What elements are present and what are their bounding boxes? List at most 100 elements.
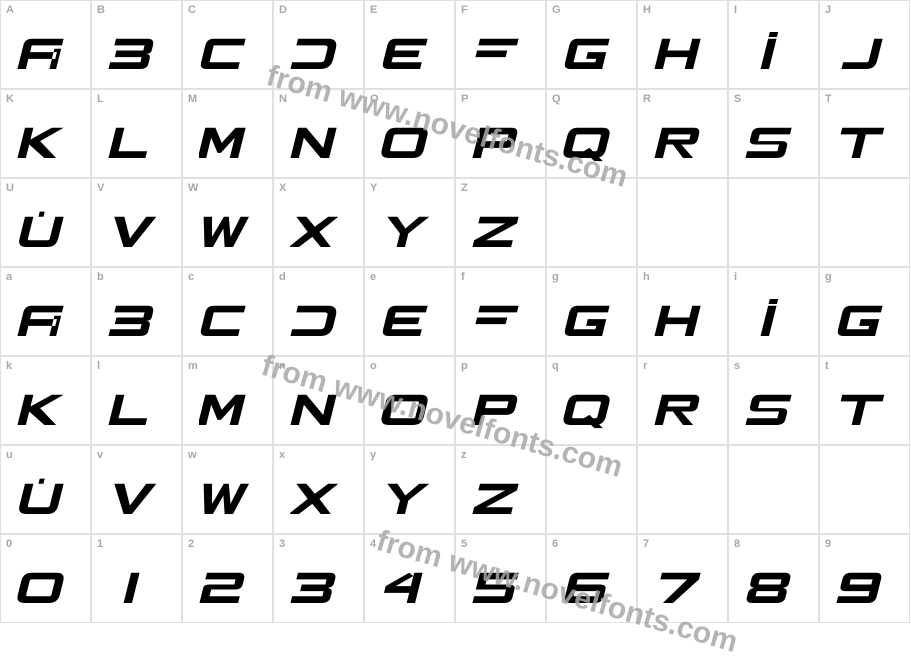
charmap-cell: A <box>0 0 91 89</box>
charmap-cell: c <box>182 267 273 356</box>
glyph <box>563 386 621 428</box>
key-label: 0 <box>6 538 12 550</box>
charmap-cell: U <box>0 178 91 267</box>
charmap-row: u v w x y z <box>0 445 911 534</box>
charmap-cell: L <box>91 89 182 178</box>
charmap-cell: 9 <box>819 534 910 623</box>
key-label: L <box>97 93 104 105</box>
key-label: k <box>6 360 12 372</box>
glyph <box>836 297 894 339</box>
glyph <box>290 208 348 250</box>
glyph <box>836 30 894 72</box>
glyph <box>381 30 439 72</box>
glyph <box>381 564 439 606</box>
key-label: E <box>370 4 377 16</box>
glyph <box>563 119 621 161</box>
key-label: M <box>188 93 197 105</box>
charmap-cell: D <box>273 0 364 89</box>
key-label: 1 <box>97 538 103 550</box>
glyph <box>563 297 621 339</box>
charmap-cell: a <box>0 267 91 356</box>
glyph <box>290 119 348 161</box>
glyph <box>17 30 75 72</box>
glyph <box>108 119 166 161</box>
glyph <box>108 475 166 517</box>
key-label: m <box>188 360 198 372</box>
charmap-cell: 3 <box>273 534 364 623</box>
key-label: h <box>643 271 650 283</box>
charmap-cell: J <box>819 0 910 89</box>
key-label: X <box>279 182 286 194</box>
key-label: g <box>825 271 832 283</box>
key-label: u <box>6 449 13 461</box>
empty-cell <box>819 445 910 534</box>
charmap-cell: Q <box>546 89 637 178</box>
key-label: 2 <box>188 538 194 550</box>
charmap-cell: T <box>819 89 910 178</box>
charmap-cell: k <box>0 356 91 445</box>
key-label: J <box>825 4 831 16</box>
key-label: N <box>279 93 287 105</box>
glyph <box>654 564 712 606</box>
charmap-row: A B C D E F G H <box>0 0 911 89</box>
key-label: b <box>97 271 104 283</box>
key-label: 4 <box>370 538 376 550</box>
glyph <box>290 386 348 428</box>
charmap-cell: 8 <box>728 534 819 623</box>
glyph <box>108 208 166 250</box>
glyph <box>290 297 348 339</box>
empty-cell <box>728 445 819 534</box>
key-label: d <box>279 271 286 283</box>
glyph <box>381 297 439 339</box>
charmap-row: 0 1 2 3 4 5 6 7 <box>0 534 911 623</box>
glyph <box>472 119 530 161</box>
charmap-cell: q <box>546 356 637 445</box>
glyph <box>745 564 803 606</box>
charmap-cell: 7 <box>637 534 728 623</box>
charmap-cell: G <box>546 0 637 89</box>
glyph <box>17 208 75 250</box>
glyph <box>17 564 75 606</box>
charmap-cell: 5 <box>455 534 546 623</box>
charmap-cell: I <box>728 0 819 89</box>
glyph <box>199 386 257 428</box>
key-label: z <box>461 449 467 461</box>
empty-cell <box>546 445 637 534</box>
key-label: 6 <box>552 538 558 550</box>
key-label: i <box>734 271 737 283</box>
glyph <box>745 386 803 428</box>
key-label: 9 <box>825 538 831 550</box>
charmap-cell: F <box>455 0 546 89</box>
glyph <box>654 297 712 339</box>
glyph <box>472 30 530 72</box>
glyph <box>472 297 530 339</box>
key-label: x <box>279 449 285 461</box>
key-label: c <box>188 271 194 283</box>
glyph <box>108 564 166 606</box>
charmap-cell: g <box>546 267 637 356</box>
glyph <box>472 564 530 606</box>
charmap-cell: 1 <box>91 534 182 623</box>
key-label: w <box>188 449 197 461</box>
glyph <box>17 297 75 339</box>
charmap-cell: E <box>364 0 455 89</box>
key-label: r <box>643 360 647 372</box>
charmap-cell: w <box>182 445 273 534</box>
glyph <box>381 208 439 250</box>
key-label: o <box>370 360 377 372</box>
glyph <box>381 386 439 428</box>
glyph <box>290 30 348 72</box>
glyph <box>836 386 894 428</box>
key-label: A <box>6 4 14 16</box>
key-label: 5 <box>461 538 467 550</box>
charmap-row: U V W X Y Z <box>0 178 911 267</box>
key-label: f <box>461 271 465 283</box>
key-label: D <box>279 4 287 16</box>
charmap-row: a b c d e f g h <box>0 267 911 356</box>
charmap-cell: e <box>364 267 455 356</box>
glyph <box>17 475 75 517</box>
glyph <box>654 386 712 428</box>
charmap-cell: C <box>182 0 273 89</box>
glyph <box>654 119 712 161</box>
glyph <box>745 119 803 161</box>
